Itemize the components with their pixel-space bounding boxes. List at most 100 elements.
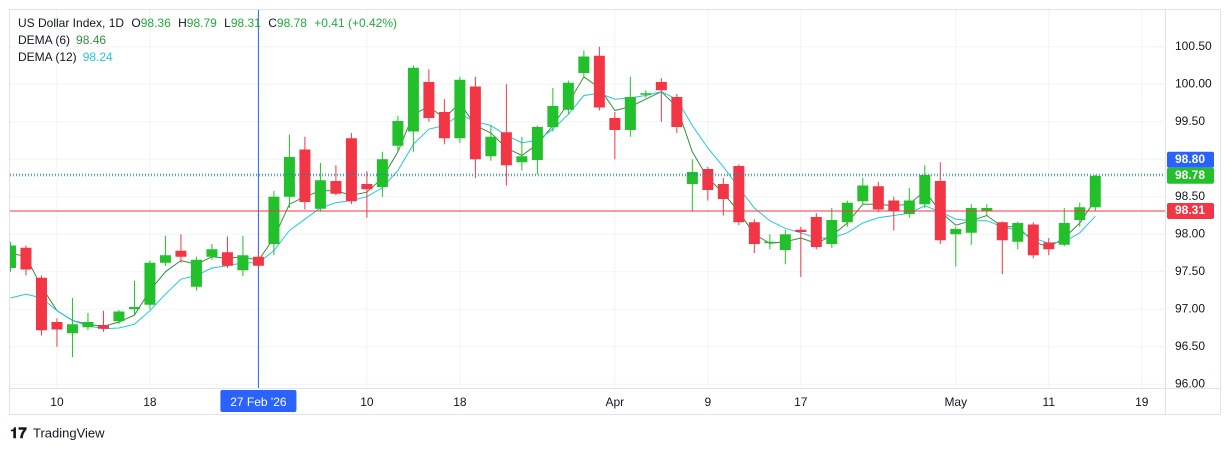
candle-body: [857, 185, 869, 202]
price-tag: [1167, 167, 1214, 184]
candle-body: [10, 245, 16, 268]
y-tick-label: 97.00: [1175, 301, 1205, 315]
candle-body: [950, 229, 962, 235]
ohlc-value: 98.31: [231, 16, 261, 30]
price-tag-label: 98.80: [1175, 152, 1205, 166]
ohlc-value: 98.79: [187, 16, 217, 30]
candle-body: [35, 277, 47, 331]
candle-body: [609, 118, 621, 130]
candle-body: [237, 255, 249, 271]
ohlc-value: 98.36: [141, 16, 171, 30]
candle-body: [640, 93, 652, 95]
legend-value: 98.24: [83, 50, 113, 64]
y-tick-label: 98.00: [1175, 226, 1205, 240]
x-tick-label: 27 Feb '26: [230, 395, 287, 409]
candle-body: [454, 79, 466, 139]
candle-body: [516, 156, 528, 163]
candle-body: [531, 127, 543, 160]
candle-body: [500, 132, 512, 166]
candle-body: [283, 157, 295, 197]
candle-body: [438, 112, 450, 139]
y-tick-label: 98.50: [1175, 189, 1205, 203]
y-tick-label: 99.50: [1175, 114, 1205, 128]
candle-body: [903, 200, 915, 214]
candle-body: [919, 175, 931, 205]
frame: [9, 9, 1221, 415]
candle-body: [593, 55, 605, 108]
candle-body: [965, 208, 977, 233]
candle-body: [872, 186, 884, 210]
candle-body: [330, 181, 342, 194]
y-tick-label: 100.00: [1175, 76, 1212, 90]
candle-body: [1027, 224, 1039, 256]
candle-body: [841, 202, 853, 223]
x-tick-label: 9: [704, 395, 711, 409]
candle-body: [1012, 223, 1024, 242]
ohlc-letter: L: [224, 16, 231, 30]
candle-body: [686, 172, 698, 184]
candle-body: [717, 184, 729, 199]
ohlc-letter: C: [268, 16, 277, 30]
y-tick-label: 96.00: [1175, 376, 1205, 390]
candle-body: [423, 82, 435, 118]
x-tick-label: Apr: [606, 395, 625, 409]
candle-body: [128, 307, 140, 310]
candle-body: [252, 256, 264, 266]
legend-name: DEMA (6): [18, 33, 70, 47]
candle-body: [144, 262, 156, 305]
candle-body: [407, 67, 419, 132]
candle-body: [175, 250, 187, 257]
candle-body: [469, 86, 481, 160]
brand: 𝟏𝟕 TradingView: [10, 425, 105, 442]
legend-value: 98.46: [76, 33, 106, 47]
candle-body: [779, 234, 791, 250]
candle-body: [810, 217, 822, 247]
candle-body: [1058, 223, 1070, 245]
candle-body: [376, 159, 388, 187]
x-tick-label: 18: [143, 395, 157, 409]
candle-body: [655, 82, 667, 91]
candle-body: [392, 121, 404, 146]
candle-body: [1043, 242, 1055, 250]
brand-logo: 𝟏𝟕: [10, 425, 27, 442]
grid: [10, 10, 1165, 388]
plot: [10, 10, 1165, 388]
candle-body: [795, 229, 807, 232]
candle-body: [733, 166, 745, 223]
candle-body: [268, 196, 280, 244]
candle-body: [221, 252, 233, 266]
x-tick-label: 18: [453, 395, 467, 409]
candle-body: [671, 97, 683, 127]
change: +0.41 (+0.42%): [314, 16, 397, 30]
legend-name: DEMA (12): [18, 50, 77, 64]
x-tick-label: 10: [360, 395, 374, 409]
candle-body: [485, 136, 497, 157]
y-tick-label: 97.50: [1175, 264, 1205, 278]
candle-body: [159, 255, 171, 263]
candle-body: [361, 184, 373, 190]
candle-body: [748, 222, 760, 244]
candle-body: [113, 311, 125, 322]
ohlc-value: 98.78: [277, 16, 307, 30]
candle-body: [826, 220, 838, 244]
price-tag: [1167, 151, 1214, 168]
title: US Dollar Index, 1D: [18, 16, 124, 30]
x-tick-label: 17: [794, 395, 808, 409]
price-tag-label: 98.78: [1175, 168, 1205, 182]
candle-body: [562, 82, 574, 110]
candle-body: [20, 247, 32, 270]
x-tick-label: 11: [1043, 395, 1056, 409]
candle-body: [1074, 207, 1086, 220]
x-tick-label: May: [944, 395, 967, 409]
candle-body: [345, 138, 357, 202]
y-tick-label: 96.50: [1175, 339, 1205, 353]
candle-body: [996, 222, 1008, 241]
candle-body: [97, 325, 109, 329]
ohlc-letter: H: [178, 16, 187, 30]
x-tick-label: 10: [50, 395, 64, 409]
x-tick-label: 19: [1135, 395, 1149, 409]
legend-item: DEMA (12) 98.24: [18, 50, 113, 64]
crosshair-label-bg: [220, 390, 297, 412]
ohlc-letter: O: [131, 16, 140, 30]
